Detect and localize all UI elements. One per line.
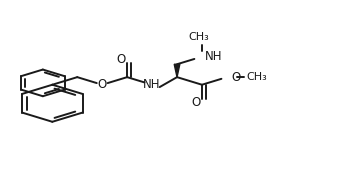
Text: NH: NH — [205, 50, 222, 63]
Text: CH₃: CH₃ — [189, 32, 210, 42]
Text: NH: NH — [143, 78, 161, 91]
Polygon shape — [174, 64, 180, 77]
Text: O: O — [231, 71, 240, 84]
Text: O: O — [116, 53, 125, 66]
Text: O: O — [191, 96, 200, 109]
Text: CH₃: CH₃ — [246, 72, 267, 82]
Text: O: O — [98, 78, 107, 91]
